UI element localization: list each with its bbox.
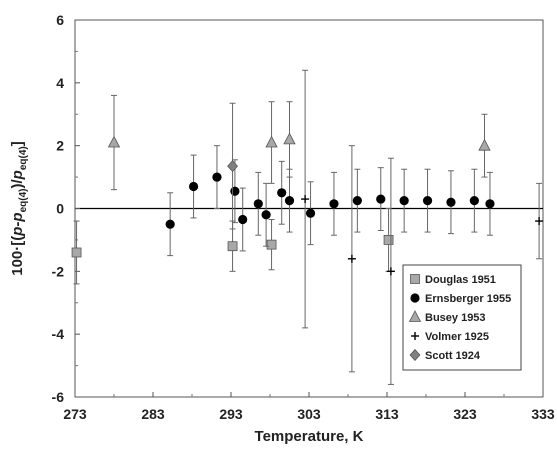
data-point	[283, 132, 296, 145]
data-point	[227, 160, 238, 173]
legend-marker	[411, 332, 419, 340]
data-points	[71, 69, 544, 385]
data-point	[227, 241, 238, 252]
data-point	[485, 199, 495, 209]
legend-label: Busey 1953	[425, 312, 486, 324]
data-point	[301, 195, 310, 204]
series-douglas-1951	[71, 208, 394, 285]
y-tick-label: 6	[56, 12, 64, 28]
legend-marker	[408, 310, 422, 322]
data-point	[329, 199, 339, 209]
x-tick-label: 313	[375, 406, 399, 422]
series-ernsberger-1955	[165, 145, 495, 257]
data-point	[188, 181, 199, 192]
y-axis-title: 100·[(p-peq(4))/peq(4)]	[9, 141, 29, 276]
legend-label: Scott 1924	[425, 350, 481, 362]
data-point	[376, 194, 386, 204]
data-point	[535, 217, 544, 226]
legend-label: Douglas 1951	[425, 274, 496, 286]
data-point	[446, 197, 456, 207]
legend: Douglas 1951 Ernsberger 1955 Busey 1953 Vol…	[402, 264, 522, 371]
data-point	[165, 219, 175, 229]
x-tick-label: 283	[141, 406, 165, 422]
data-point	[478, 138, 491, 151]
data-point	[347, 254, 356, 263]
legend-label: Volmer 1925	[425, 331, 489, 343]
legend-marker	[410, 274, 420, 284]
data-point	[277, 188, 287, 198]
data-point	[386, 267, 395, 276]
series-volmer-1925	[301, 69, 544, 385]
data-point	[261, 210, 271, 220]
data-point	[212, 172, 222, 182]
data-point	[265, 135, 278, 148]
data-point	[71, 247, 82, 258]
y-tick-label: 0	[56, 201, 64, 217]
data-point	[352, 196, 362, 206]
x-tick-label: 303	[297, 406, 321, 422]
x-tick-label: 333	[531, 406, 555, 422]
data-point	[469, 196, 479, 206]
data-point	[305, 208, 316, 218]
x-tick-label: 293	[219, 406, 243, 422]
y-tick-label: -4	[52, 326, 65, 342]
legend-marker	[409, 349, 421, 361]
legend-box	[402, 264, 522, 371]
y-tick-label: 4	[56, 75, 64, 91]
y-tick-label: -6	[52, 389, 65, 405]
data-point	[253, 199, 263, 209]
data-point	[230, 186, 240, 196]
axes: 273 283 293 303 313 323 333 -6 -4 -2 0 2 4 6 Temperatu…	[9, 12, 555, 445]
legend-marker	[410, 293, 420, 303]
x-tick-label: 273	[63, 406, 87, 422]
data-point	[383, 235, 394, 245]
data-point	[238, 214, 248, 225]
data-point	[266, 239, 277, 250]
series-scott-1924	[227, 102, 238, 230]
data-point	[422, 196, 433, 206]
legend-label: Ernsberger 1955	[425, 293, 511, 305]
x-axis-title: Temperature, K	[255, 428, 364, 445]
data-point	[399, 196, 409, 206]
x-tick-label: 323	[453, 406, 477, 422]
y-tick-label: -2	[52, 263, 65, 279]
data-point	[107, 135, 121, 148]
series-busey-1953	[107, 94, 491, 191]
y-tick-label: 2	[56, 138, 64, 154]
data-point	[284, 196, 295, 206]
